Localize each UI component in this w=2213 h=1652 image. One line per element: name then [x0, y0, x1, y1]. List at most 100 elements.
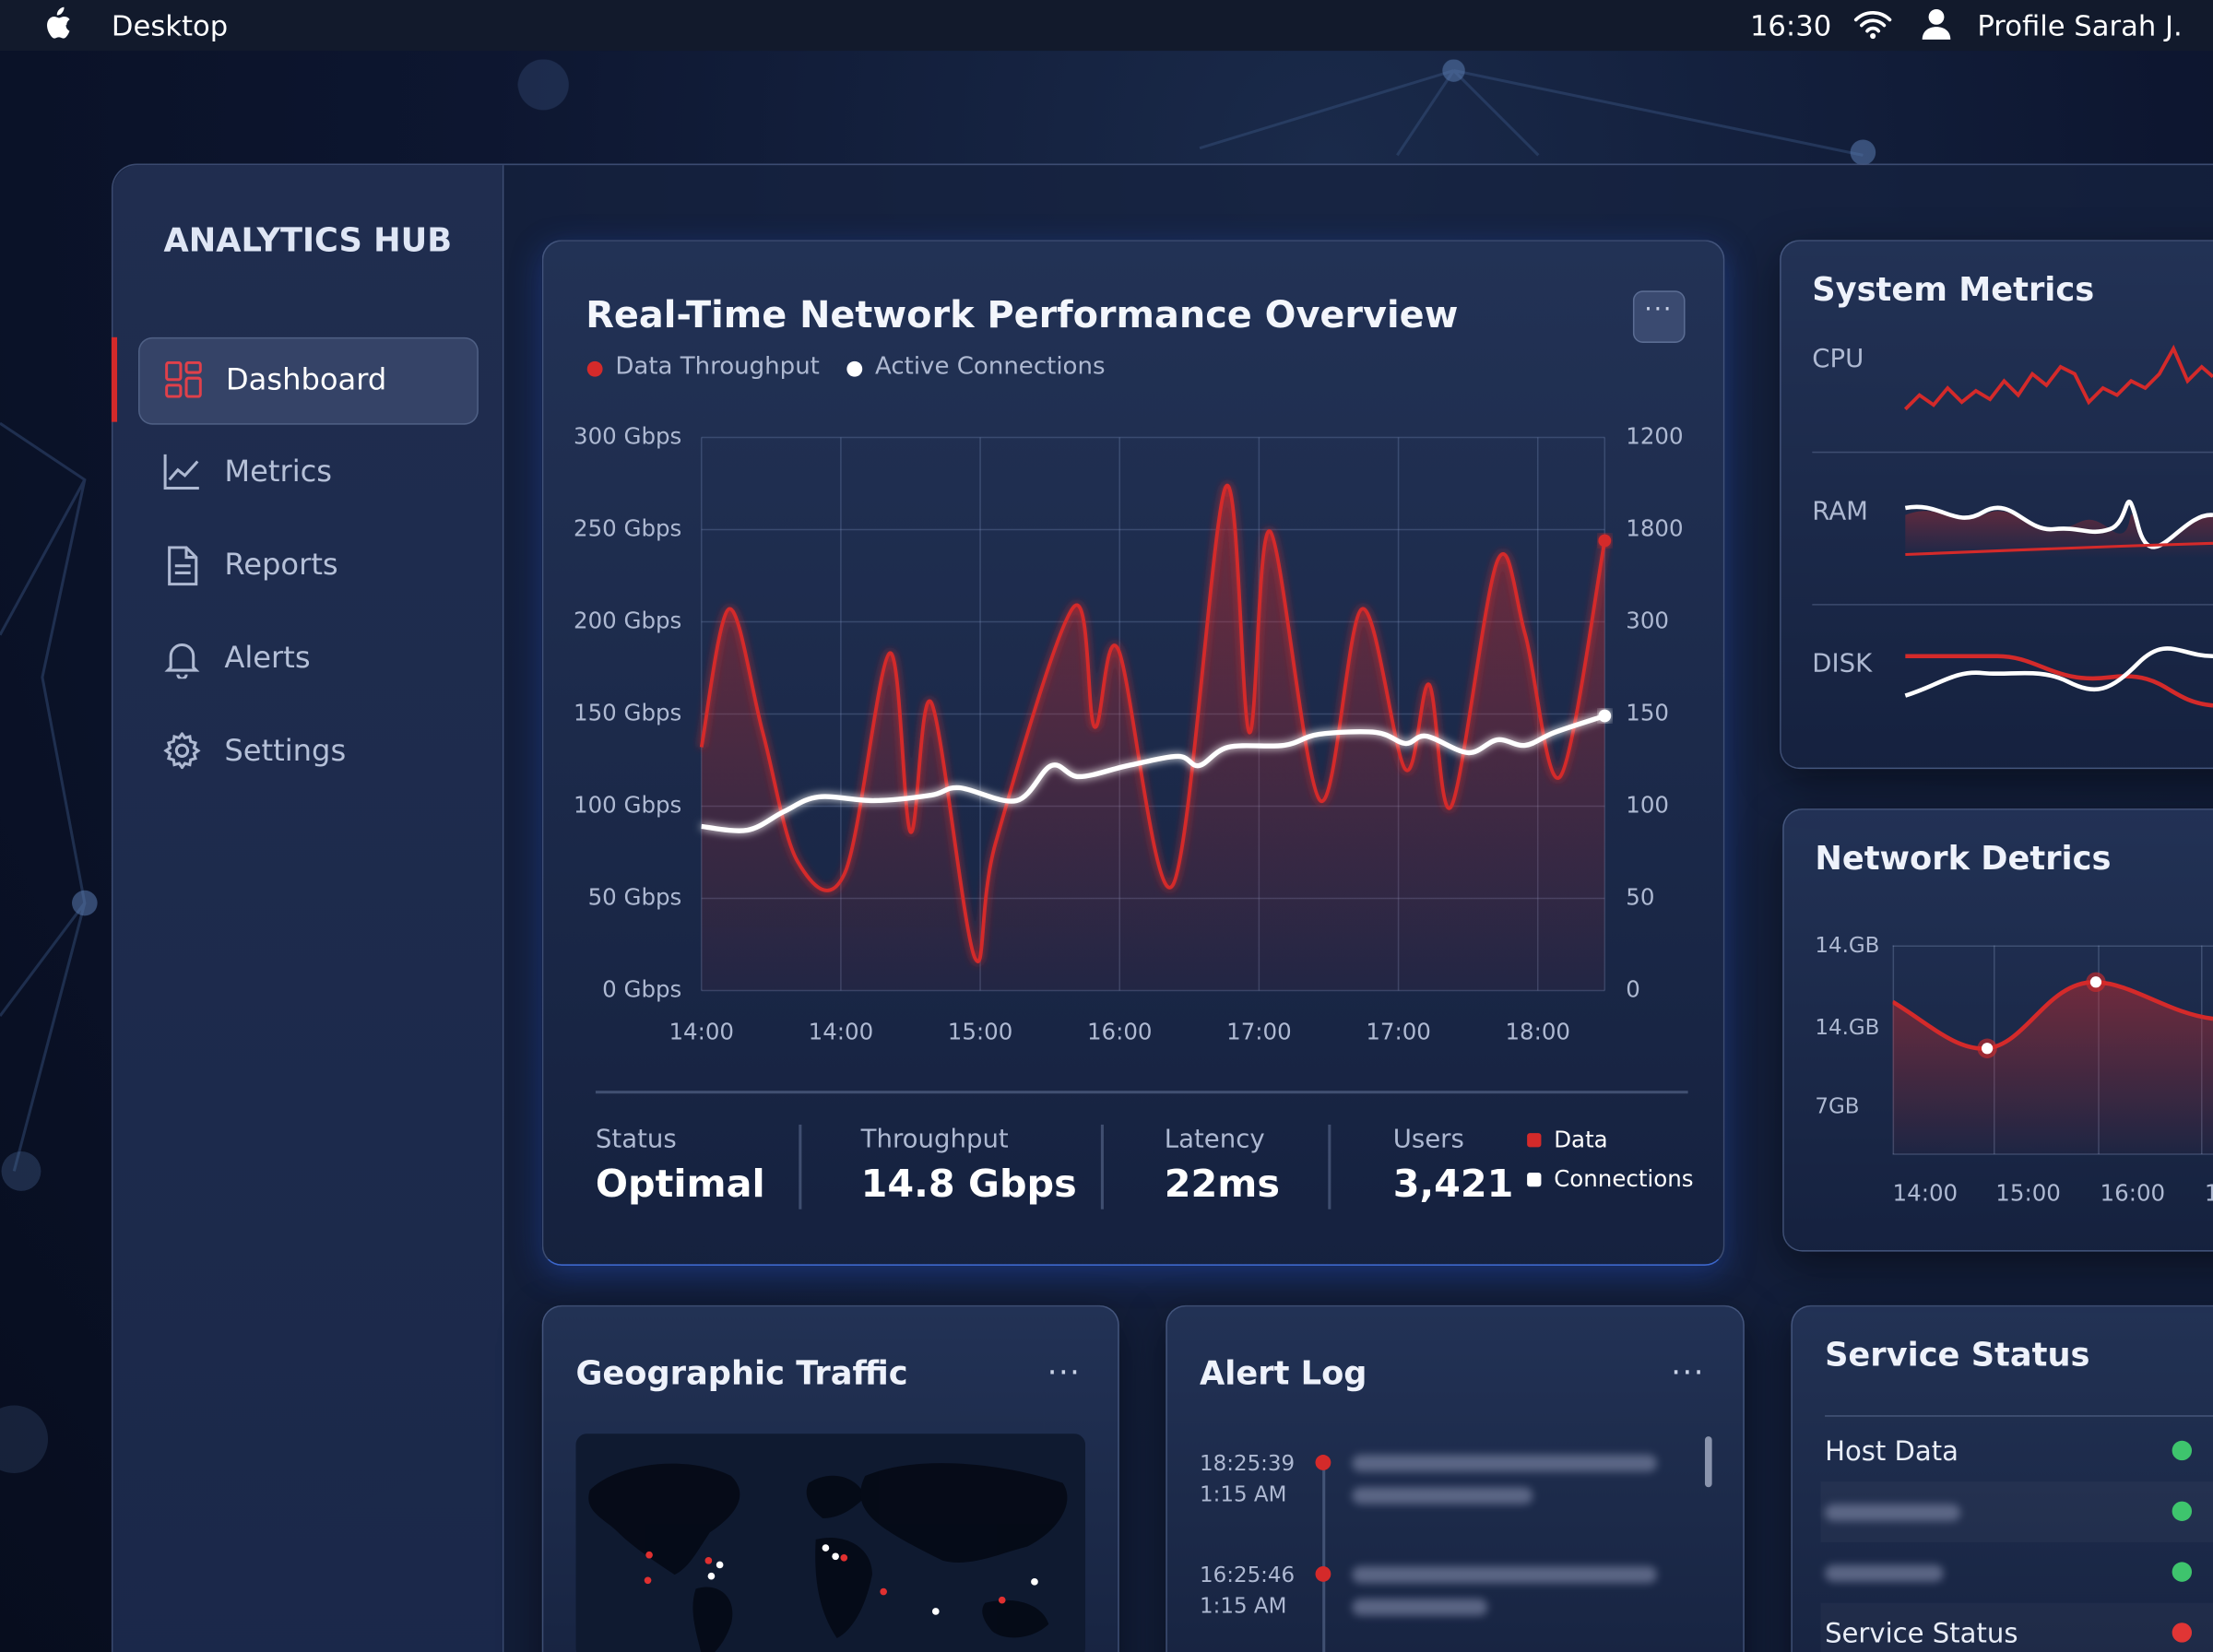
- alert-text-blurred: [1352, 1565, 1657, 1584]
- shape: [72, 890, 98, 916]
- shape: [1928, 8, 1945, 25]
- metric-label: RAM: [1812, 496, 1868, 526]
- chart-title: Real-Time Network Performance Overview: [586, 294, 1459, 337]
- menu-profile[interactable]: Profile Sarah J.: [1977, 8, 2183, 42]
- shape: [1, 1150, 41, 1191]
- y-tick-label: 0 Gbps: [602, 975, 681, 1002]
- shape: [1981, 1043, 1994, 1055]
- profile-icon[interactable]: [1921, 7, 1952, 41]
- menu-time: 16:30: [1749, 8, 1832, 42]
- active-indicator: [111, 336, 118, 422]
- y2-tick-label: 150: [1626, 699, 1669, 726]
- alert-dot: [1315, 1455, 1331, 1470]
- x-label: 15:00: [1995, 1179, 2061, 1207]
- y-tick-label: 200 Gbps: [574, 607, 681, 633]
- stats-legend-swatch: [1527, 1172, 1542, 1187]
- nav-label: Alerts: [224, 640, 311, 675]
- alert-text-blurred: [1352, 1455, 1657, 1472]
- nav-metrics[interactable]: Metrics: [138, 431, 476, 515]
- panel-menu[interactable]: ···: [1671, 1355, 1705, 1392]
- shape: [645, 1551, 653, 1559]
- timeline: [1322, 1463, 1325, 1652]
- alert-text-blurred: [1352, 1599, 1488, 1616]
- ram-sparkline-2: [1905, 541, 2213, 557]
- x-label: 16:00: [2100, 1179, 2166, 1207]
- shape: [174, 547, 196, 574]
- apple-logo[interactable]: [41, 6, 72, 41]
- panel-menu[interactable]: ···: [1047, 1355, 1082, 1392]
- wifi-icon[interactable]: [1853, 8, 1893, 40]
- menu-app[interactable]: Desktop: [111, 8, 229, 42]
- ellipsis: ···: [1644, 294, 1674, 325]
- stat-label: Throughput: [860, 1124, 1009, 1155]
- x-tick-label: 14:00: [809, 1018, 874, 1044]
- x-tick-label: 15:00: [948, 1018, 1013, 1044]
- nav-label: Dashboard: [225, 362, 387, 397]
- nav-reports[interactable]: Reports: [138, 524, 476, 608]
- y-label: 7GB: [1815, 1093, 1860, 1119]
- service-panel: [1791, 1304, 2213, 1652]
- shape: [184, 376, 202, 398]
- scrollbar[interactable]: [1704, 1436, 1712, 1488]
- stat-value: 14.8 Gbps: [860, 1162, 1077, 1207]
- group: [163, 454, 199, 490]
- area: [701, 485, 1605, 991]
- group: [168, 546, 198, 586]
- shape: [707, 1572, 716, 1580]
- shape: [860, 1463, 1068, 1563]
- shape: [176, 674, 188, 679]
- network-detrics-chart: [1892, 945, 2213, 1155]
- divider: [1812, 604, 2213, 606]
- line: [701, 713, 1606, 833]
- system-metrics-panel: [1780, 240, 2213, 770]
- shape: [832, 1552, 839, 1561]
- shape: [840, 1553, 848, 1562]
- stat-value: 3,421: [1392, 1162, 1514, 1207]
- nav-alerts[interactable]: Alerts: [138, 617, 476, 702]
- panel-menu-button[interactable]: ···: [1632, 290, 1686, 343]
- group: [0, 59, 1876, 1473]
- shape: [168, 546, 198, 586]
- shape: [815, 1537, 872, 1639]
- alert-time: 16:25:46: [1200, 1562, 1296, 1587]
- service-name: Service Status: [1825, 1618, 2018, 1650]
- metric-label: DISK: [1812, 649, 1873, 679]
- alert-date: 1:15 AM: [1200, 1593, 1287, 1619]
- shape: [1850, 139, 1876, 166]
- disk-sparkline: [1905, 654, 2213, 708]
- sparklines: [1903, 344, 2213, 708]
- y2-tick-label: 300: [1626, 607, 1669, 633]
- settings-icon: [163, 732, 201, 770]
- y-label: 14.GB: [1815, 932, 1880, 959]
- disk-sparkline-2: [1904, 646, 2213, 698]
- alert-panel: [1166, 1304, 1745, 1652]
- shape: [1922, 27, 1951, 40]
- nav-settings[interactable]: Settings: [138, 710, 476, 795]
- cpu-sparkline: [1903, 344, 2213, 411]
- x-tick-label: 17:00: [1226, 1018, 1292, 1044]
- shape: [704, 1557, 713, 1564]
- x-tick-label: 17:00: [1366, 1018, 1431, 1044]
- y-label: 14.GB: [1815, 1014, 1880, 1041]
- menu-bar: [0, 0, 2213, 52]
- stat-divider: [799, 1124, 801, 1210]
- nav-label: Settings: [224, 733, 347, 768]
- x-tick-label: 18:00: [1505, 1018, 1570, 1044]
- alert-text-blurred: [1352, 1487, 1533, 1504]
- shape: [1442, 59, 1465, 82]
- y2-tick-label: 50: [1626, 883, 1654, 910]
- group: [0, 69, 1864, 1172]
- alert-dot: [1315, 1565, 1331, 1582]
- status-dot: [2172, 1622, 2193, 1643]
- shape: [165, 384, 183, 398]
- y2-tick-label: 0: [1626, 975, 1640, 1002]
- shape: [716, 1561, 724, 1569]
- nav-dashboard[interactable]: Dashboard: [137, 336, 479, 425]
- dashboard-icon: [165, 360, 202, 398]
- shape: [47, 6, 70, 39]
- stat-divider: [1328, 1124, 1331, 1210]
- group: [588, 1463, 1068, 1652]
- x-tick-label: 16:00: [1087, 1018, 1153, 1044]
